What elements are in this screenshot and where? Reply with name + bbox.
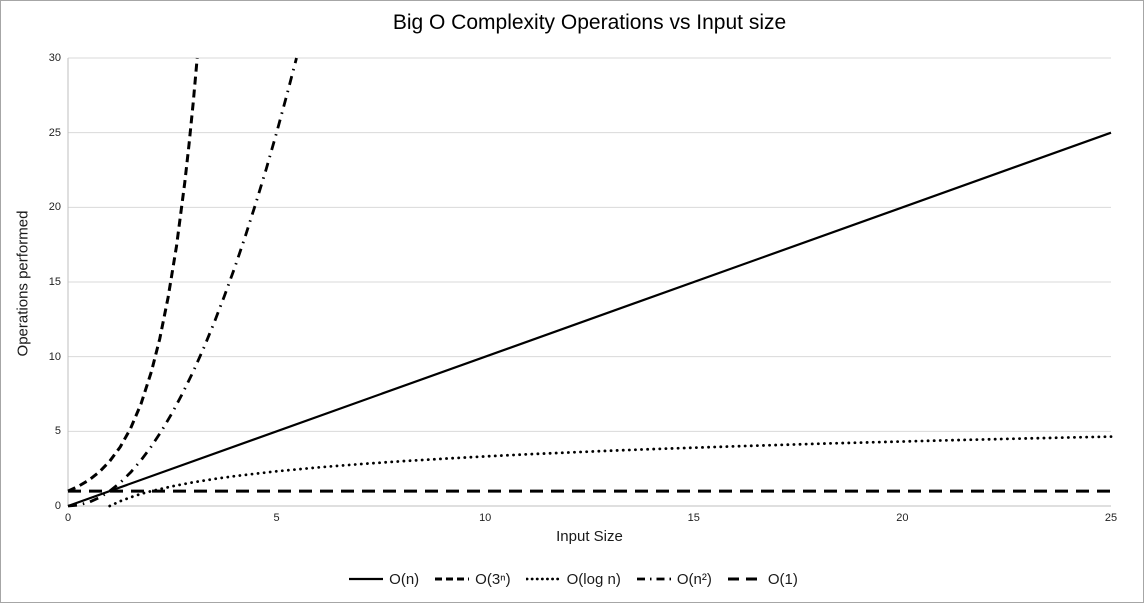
legend-item: O(n²) [636, 571, 712, 588]
series-line [108, 435, 1113, 508]
x-tick-label: 0 [64, 512, 72, 524]
y-tick-label: 30 [48, 52, 61, 64]
y-tick-label: 0 [54, 500, 61, 512]
y-tick-label: 20 [48, 201, 61, 214]
y-axis-title: Operations performed [14, 210, 32, 357]
legend-label: O(3ⁿ) [475, 570, 511, 588]
y-tick-label: 5 [54, 425, 61, 438]
y-tick-label: 15 [48, 276, 61, 288]
y-tick-label: 10 [48, 350, 61, 363]
legend-item: O(log n) [525, 570, 621, 588]
chart-title: Big O Complexity Operations vs Input siz… [392, 11, 787, 34]
legend-line-sample [349, 577, 384, 581]
legend-item: O(3ⁿ) [434, 570, 511, 588]
series-line [67, 131, 1112, 508]
legend-line-sample [525, 577, 562, 581]
legend: O(n) O(3ⁿ) O(log n) O(n²) O(1) [1, 565, 1143, 593]
legend-line-sample [636, 577, 671, 581]
x-tick-label: 25 [1104, 512, 1118, 524]
x-tick-label: 20 [896, 512, 909, 524]
legend-label: O(1) [767, 570, 798, 588]
legend-label: O(log n) [566, 570, 621, 588]
y-tick-label: 25 [48, 126, 61, 139]
x-tick-label: 15 [687, 512, 700, 524]
x-tick-label: 5 [273, 512, 280, 524]
series-line [67, 57, 298, 508]
legend-line-sample [435, 577, 470, 581]
x-tick-label: 10 [479, 512, 492, 524]
legend-item: O(n) [348, 571, 419, 588]
legend-label: O(n) [389, 570, 420, 588]
legend-line-sample [727, 577, 762, 581]
series-line [67, 57, 199, 493]
legend-item: O(1) [727, 571, 798, 588]
legend-label: O(n²) [676, 570, 712, 588]
x-axis-title: Input Size [556, 528, 623, 545]
